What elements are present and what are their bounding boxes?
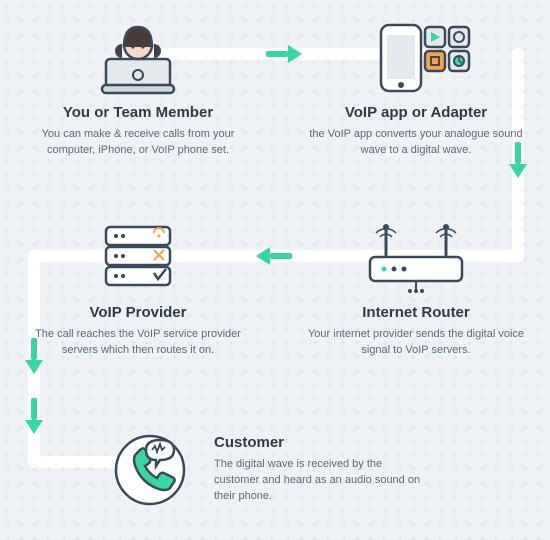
- node-desc: The call reaches the VoIP service provid…: [18, 327, 258, 359]
- node-customer: Customer The digital wave is received by…: [110, 424, 530, 515]
- node-title: You or Team Member: [18, 104, 258, 121]
- node-desc: The digital wave is received by the cust…: [214, 457, 424, 505]
- node-title: Customer: [214, 434, 424, 451]
- node-title: VoIP Provider: [18, 304, 258, 321]
- flow-arrow-icon: [256, 247, 270, 265]
- phone-handset-icon: [110, 424, 196, 515]
- flow-arrow-icon: [509, 164, 527, 178]
- node-user: You or Team Member You can make & receiv…: [18, 16, 258, 159]
- server-stack-icon: [18, 216, 258, 298]
- router-icon: [296, 216, 536, 298]
- flow-arrow-icon: [25, 360, 43, 374]
- node-title: Internet Router: [296, 304, 536, 321]
- flow-arrow-icon: [25, 420, 43, 434]
- node-router: Internet Router Your internet provider s…: [296, 216, 536, 359]
- node-app: VoIP app or Adapter the VoIP app convert…: [296, 16, 536, 159]
- node-title: VoIP app or Adapter: [296, 104, 536, 121]
- node-desc: the VoIP app converts your analogue soun…: [296, 127, 536, 159]
- person-laptop-icon: [18, 16, 258, 98]
- node-provider: VoIP Provider The call reaches the VoIP …: [18, 216, 258, 359]
- node-desc: Your internet provider sends the digital…: [296, 327, 536, 359]
- node-desc: You can make & receive calls from your c…: [18, 127, 258, 159]
- phone-apps-icon: [296, 16, 536, 98]
